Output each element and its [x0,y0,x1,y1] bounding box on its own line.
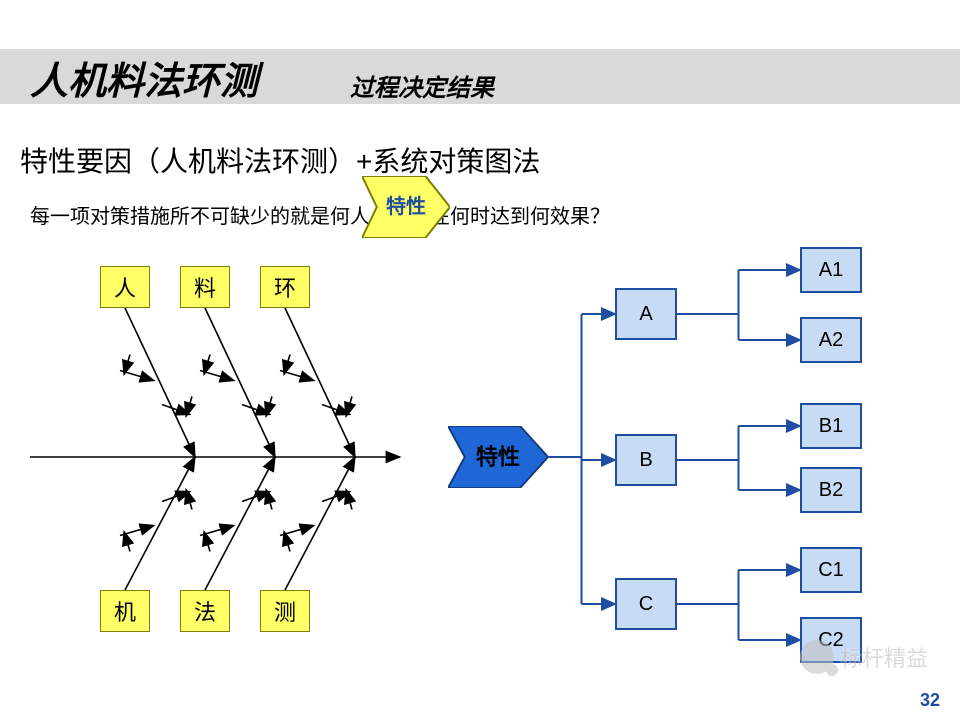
wechat-icon [800,640,834,674]
node-b: B [615,434,677,486]
category-label: 环 [274,271,296,303]
category-box-machine: 机 [100,590,150,632]
category-box-environment: 环 [260,266,310,308]
node-b1: B1 [800,403,862,449]
characteristic-pentagon-blue: 特性 [448,426,548,488]
category-label: 料 [194,271,216,303]
node-label: B [639,449,652,472]
node-label: A2 [819,329,843,352]
category-box-material: 料 [180,266,230,308]
category-label: 机 [114,595,136,627]
title-main: 人机料法环测 [30,50,258,105]
node-label: A [639,303,652,326]
node-label: B2 [819,479,843,502]
watermark-text: 标杆精益 [840,641,928,673]
category-box-method: 法 [180,590,230,632]
node-b2: B2 [800,467,862,513]
node-c: C [615,578,677,630]
title-subtitle: 过程决定结果 [350,68,494,103]
node-a1: A1 [800,247,862,293]
category-label: 测 [274,595,296,627]
node-label: B1 [819,415,843,438]
category-box-measurement: 测 [260,590,310,632]
node-c1: C1 [800,547,862,593]
heading-level2: 特性要因（人机料法环测）+系统对策图法 [20,140,540,180]
watermark: 标杆精益 [800,640,928,674]
svg-text:特性: 特性 [476,445,520,470]
node-label: C [639,593,653,616]
node-label: C1 [818,559,844,582]
node-a2: A2 [800,317,862,363]
slide-number: 32 [920,690,940,711]
category-label: 法 [194,595,216,627]
category-box-people: 人 [100,266,150,308]
node-label: A1 [819,259,843,282]
svg-text:特性: 特性 [386,194,426,218]
node-a: A [615,288,677,340]
characteristic-pentagon-yellow: 特性 [362,176,450,238]
category-label: 人 [114,271,136,303]
heading-level3: 每一项对策措施所不可缺少的就是何人、何法在何时达到何效果？ [30,200,610,229]
